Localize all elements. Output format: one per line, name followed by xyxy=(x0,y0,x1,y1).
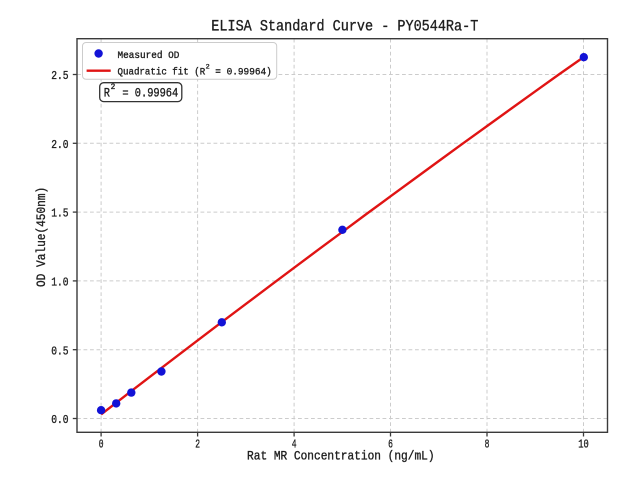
svg-text:Quadratic fit (R: Quadratic fit (R xyxy=(118,67,206,79)
svg-text:Rat MR Concentration (ng/mL): Rat MR Concentration (ng/mL) xyxy=(247,450,435,464)
svg-text:2.0: 2.0 xyxy=(51,138,68,152)
svg-text:1.5: 1.5 xyxy=(51,207,68,221)
svg-text:= 0.99964: = 0.99964 xyxy=(122,87,178,101)
svg-text:8: 8 xyxy=(485,438,490,452)
svg-text:2: 2 xyxy=(206,64,210,72)
svg-text:10: 10 xyxy=(578,438,589,452)
svg-text:2: 2 xyxy=(111,84,116,92)
svg-text:ELISA Standard Curve - PY0544R: ELISA Standard Curve - PY0544Ra-T xyxy=(211,17,478,35)
svg-text:0.5: 0.5 xyxy=(51,344,68,358)
svg-text:= 0.99964): = 0.99964) xyxy=(215,67,271,79)
svg-text:Measured OD: Measured OD xyxy=(118,50,180,62)
svg-text:R: R xyxy=(104,87,111,101)
svg-text:1.0: 1.0 xyxy=(51,276,68,290)
svg-text:2: 2 xyxy=(195,438,200,452)
svg-text:0.0: 0.0 xyxy=(51,413,68,427)
svg-text:0: 0 xyxy=(99,438,104,452)
svg-text:2.5: 2.5 xyxy=(51,69,68,83)
svg-text:OD Value(450nm): OD Value(450nm) xyxy=(35,187,49,287)
svg-text:4: 4 xyxy=(292,438,297,452)
svg-text:6: 6 xyxy=(388,438,393,452)
